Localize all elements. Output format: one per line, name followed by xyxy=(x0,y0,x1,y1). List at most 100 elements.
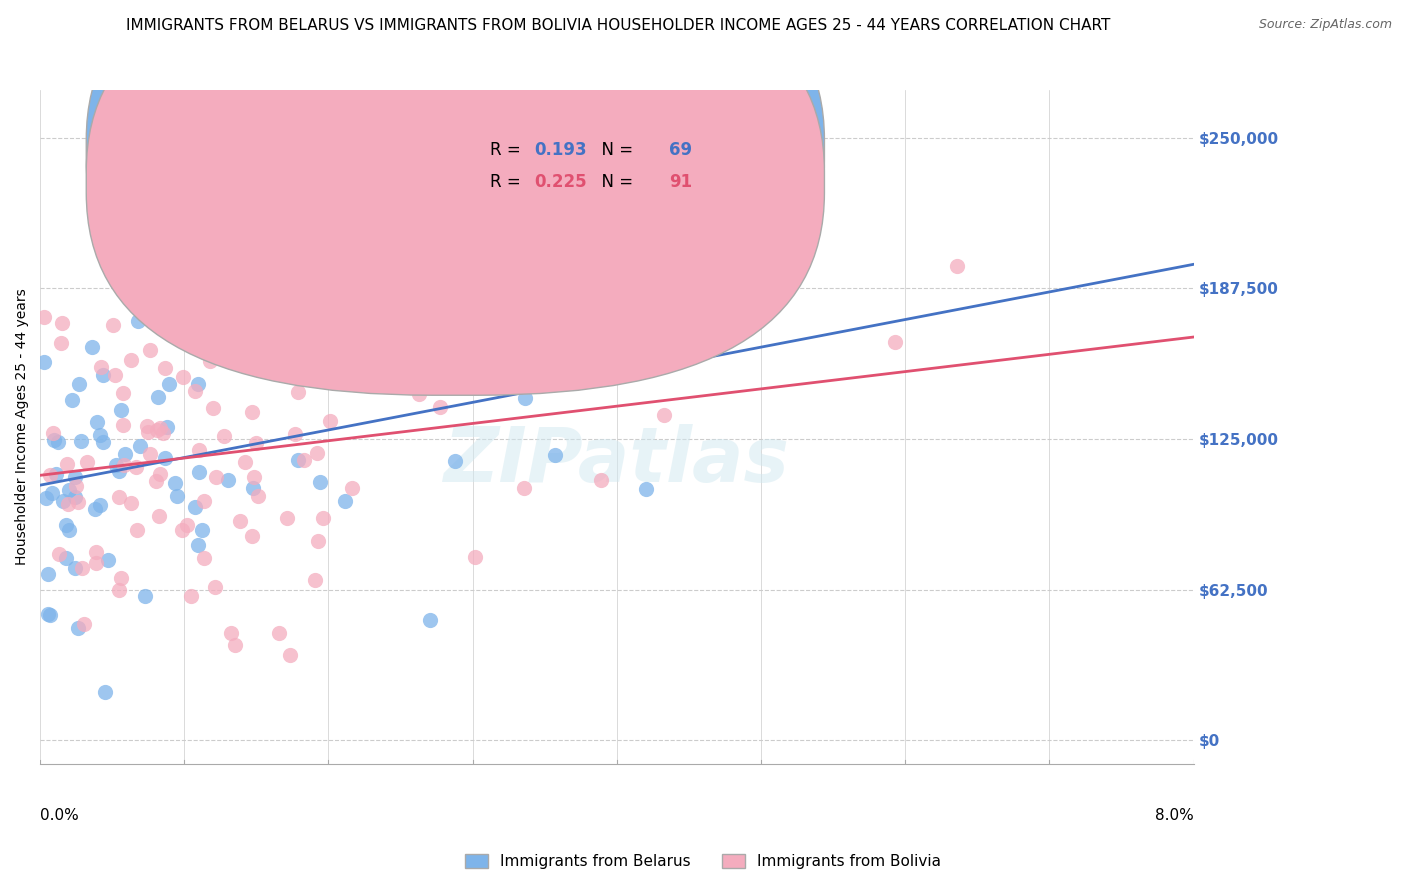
Text: 0.0%: 0.0% xyxy=(41,807,79,822)
Text: N =: N = xyxy=(592,141,638,160)
Point xyxy=(337,352,360,367)
Text: 8.0%: 8.0% xyxy=(1154,807,1194,822)
Point xyxy=(84,556,107,570)
Point xyxy=(65,490,87,504)
Point xyxy=(51,316,73,330)
Point xyxy=(187,377,209,392)
Point xyxy=(152,425,174,440)
Point xyxy=(139,447,162,461)
Point xyxy=(107,583,129,598)
Point xyxy=(84,545,107,559)
Point xyxy=(114,458,136,473)
Point xyxy=(127,523,149,537)
Point xyxy=(139,343,162,357)
Point xyxy=(335,494,357,508)
Point xyxy=(120,352,142,367)
Point xyxy=(55,457,77,471)
Point xyxy=(42,425,65,440)
Point xyxy=(470,284,492,298)
Text: IMMIGRANTS FROM BELARUS VS IMMIGRANTS FROM BOLIVIA HOUSEHOLDER INCOME AGES 25 - : IMMIGRANTS FROM BELARUS VS IMMIGRANTS FR… xyxy=(127,18,1111,33)
Point xyxy=(55,518,77,533)
Point xyxy=(46,435,69,450)
Text: N =: N = xyxy=(592,173,638,191)
Point xyxy=(292,452,315,467)
Point xyxy=(89,359,111,374)
Point xyxy=(612,352,634,367)
Point xyxy=(89,428,111,442)
Point xyxy=(108,464,131,478)
Point xyxy=(184,500,207,514)
Point xyxy=(170,523,193,537)
Point xyxy=(135,418,157,433)
Point xyxy=(58,523,80,537)
Point xyxy=(550,323,572,337)
Point xyxy=(340,481,363,495)
Text: R =: R = xyxy=(489,141,526,160)
Text: Source: ZipAtlas.com: Source: ZipAtlas.com xyxy=(1258,18,1392,31)
Point xyxy=(149,421,172,435)
Point xyxy=(180,589,202,603)
Point xyxy=(66,495,89,509)
Point xyxy=(97,553,120,567)
Legend: Immigrants from Belarus, Immigrants from Bolivia: Immigrants from Belarus, Immigrants from… xyxy=(460,848,946,875)
Point xyxy=(62,392,84,407)
Point xyxy=(150,306,173,320)
Point xyxy=(148,509,170,524)
Point xyxy=(193,130,215,145)
Point xyxy=(444,454,467,468)
Point xyxy=(284,426,307,441)
Point xyxy=(224,638,246,652)
Point xyxy=(278,648,301,662)
Point xyxy=(63,470,86,484)
Point xyxy=(42,434,65,448)
Point xyxy=(219,626,242,640)
Point xyxy=(76,455,98,469)
Point xyxy=(55,551,77,566)
Point xyxy=(187,442,209,457)
Point xyxy=(652,408,675,422)
Point xyxy=(91,435,114,450)
Point xyxy=(242,469,264,483)
Point xyxy=(633,354,655,368)
Point xyxy=(111,417,134,432)
Point xyxy=(240,529,263,543)
Point xyxy=(136,425,159,440)
Point xyxy=(498,361,520,376)
FancyBboxPatch shape xyxy=(86,0,824,364)
Point xyxy=(37,567,59,582)
Point xyxy=(191,523,214,537)
Point xyxy=(112,386,135,401)
Point xyxy=(153,360,176,375)
Point xyxy=(120,496,142,510)
Point xyxy=(157,376,180,391)
Point xyxy=(212,429,235,443)
Point xyxy=(83,501,105,516)
Point xyxy=(58,483,80,497)
Point xyxy=(65,479,87,493)
Point xyxy=(419,613,441,627)
Point xyxy=(589,474,612,488)
Point xyxy=(56,497,79,511)
Point xyxy=(515,391,537,405)
Point xyxy=(70,434,93,449)
Point xyxy=(945,260,967,274)
Point xyxy=(307,445,329,459)
Point xyxy=(149,467,172,482)
Point xyxy=(883,335,905,350)
Point xyxy=(66,621,89,635)
Point xyxy=(39,608,62,623)
Point xyxy=(200,354,222,368)
Point xyxy=(73,617,96,632)
Point xyxy=(156,419,179,434)
Point xyxy=(49,335,72,350)
Point xyxy=(287,384,309,399)
Point xyxy=(464,550,486,565)
Point xyxy=(145,475,167,489)
Point xyxy=(308,220,330,235)
Point xyxy=(479,376,502,390)
Point xyxy=(269,626,291,640)
Point xyxy=(295,337,318,351)
Point xyxy=(309,475,332,489)
Point xyxy=(408,387,430,401)
Point xyxy=(315,325,337,339)
